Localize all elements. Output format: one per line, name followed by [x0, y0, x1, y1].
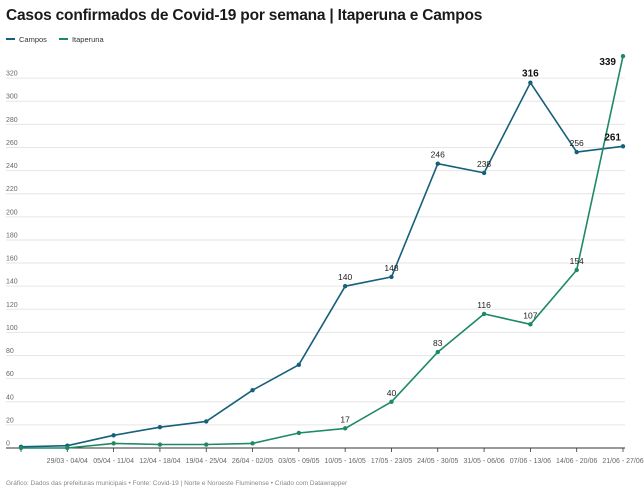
- data-label-itaperuna: 154: [570, 256, 584, 266]
- x-tick-label: 12/04 - 18/04: [139, 458, 180, 465]
- x-tick-label: 19/04 - 25/04: [186, 458, 227, 465]
- data-point-campos: [157, 424, 163, 430]
- data-label-campos: 238: [477, 159, 491, 169]
- series-points: [18, 53, 626, 451]
- y-tick-label: 200: [6, 209, 18, 216]
- y-tick-label: 80: [6, 348, 14, 355]
- x-tick-label: 14/06 - 20/06: [556, 458, 597, 465]
- data-label-itaperuna: 17: [340, 414, 350, 424]
- data-label-campos: 246: [431, 150, 445, 160]
- data-label-itaperuna: 83: [433, 338, 443, 348]
- y-tick-label: 160: [6, 256, 18, 263]
- x-tick-label: 29/03 - 04/04: [47, 458, 88, 465]
- chart-footer: Gráfico: Dados das prefeituras municipai…: [6, 480, 348, 487]
- gridlines: [6, 77, 625, 449]
- x-tick-label: 17/05 - 23/05: [371, 458, 412, 465]
- data-point-campos: [481, 170, 487, 176]
- y-tick-label: 280: [6, 117, 18, 124]
- x-tick-label: 31/05 - 06/06: [463, 458, 504, 465]
- x-tick-label: 05/04 - 11/04: [93, 458, 134, 465]
- data-point-itaperuna: [18, 445, 24, 451]
- data-point-itaperuna: [250, 441, 255, 446]
- legend-label-itaperuna: Itaperuna: [71, 34, 104, 44]
- data-label-itaperuna: 40: [387, 388, 397, 398]
- chart-title: Casos confirmados de Covid-19 por semana…: [6, 7, 483, 24]
- legend-item-itaperuna: Itaperuna: [58, 34, 104, 44]
- data-point-campos: [296, 362, 302, 367]
- data-point-campos: [574, 149, 579, 155]
- data-point-campos: [389, 274, 394, 280]
- data-point-itaperuna: [157, 442, 163, 447]
- data-point-itaperuna: [574, 267, 579, 273]
- legend-item-campos: Campos: [6, 35, 47, 44]
- legend-swatch-itaperuna: [58, 38, 68, 40]
- data-label-campos: 148: [384, 263, 398, 273]
- series-line-itaperuna: [21, 56, 624, 449]
- y-tick-label: 20: [6, 417, 14, 424]
- data-point-itaperuna: [204, 442, 209, 447]
- series-line-campos: [20, 81, 624, 448]
- data-point-itaperuna: [620, 53, 626, 59]
- data-label-itaperuna: 339: [599, 57, 616, 68]
- data-label-campos: 140: [338, 272, 352, 282]
- data-labels: 140 148 246 238 316 256 261 17 40 83 116 107 154 339: [338, 57, 621, 424]
- y-tick-label: 240: [6, 163, 18, 170]
- data-point-itaperuna: [65, 445, 70, 451]
- y-tick-label: 100: [6, 325, 18, 332]
- y-tick-label: 40: [6, 394, 14, 401]
- y-tick-label: 300: [6, 94, 18, 101]
- x-tick-label: 10/05 - 16/05: [325, 458, 366, 465]
- y-tick-label: 120: [6, 302, 18, 309]
- data-point-itaperuna: [435, 349, 440, 355]
- x-axis: 29/03 - 04/04 05/04 - 11/04 12/04 - 18/04 1…: [20, 448, 644, 465]
- data-label-campos: 261: [604, 132, 621, 143]
- data-point-campos: [342, 283, 348, 289]
- data-point-itaperuna: [111, 441, 116, 446]
- data-point-itaperuna: [389, 399, 394, 404]
- x-tick-label: 26/04 - 02/05: [232, 458, 273, 465]
- chart-legend: Campos Itaperuna: [6, 33, 116, 45]
- y-tick-label: 260: [6, 140, 18, 147]
- data-point-campos: [528, 80, 533, 85]
- data-label-campos: 316: [522, 69, 539, 80]
- x-tick-label: 07/06 - 13/06: [510, 458, 551, 465]
- data-label-itaperuna: 116: [477, 300, 491, 310]
- y-tick-label: 180: [6, 232, 18, 239]
- data-point-itaperuna: [296, 430, 302, 436]
- y-tick-label: 60: [6, 371, 14, 378]
- data-point-itaperuna: [342, 426, 348, 431]
- legend-label-campos: Campos: [19, 34, 47, 44]
- x-tick-label: 24/05 - 30/05: [417, 458, 458, 465]
- y-tick-label: 140: [6, 279, 18, 286]
- data-point-campos: [620, 144, 626, 149]
- x-tick-label: 03/05 - 09/05: [278, 458, 319, 465]
- data-point-campos: [250, 388, 255, 393]
- y-tick-label: 320: [6, 71, 18, 78]
- legend-swatch-campos: [6, 38, 15, 40]
- data-point-itaperuna: [528, 322, 533, 327]
- data-point-campos: [435, 161, 440, 166]
- data-point-campos: [204, 419, 209, 424]
- x-tick-label: 21/06 - 27/06: [602, 458, 643, 465]
- data-label-campos: 256: [570, 138, 584, 148]
- data-label-itaperuna: 107: [523, 310, 537, 320]
- data-point-itaperuna: [481, 311, 487, 317]
- y-tick-label: 0: [6, 441, 10, 448]
- data-point-campos: [111, 433, 116, 438]
- y-tick-label: 220: [6, 186, 18, 193]
- series-lines: [20, 56, 624, 449]
- y-axis: 0 20 40 60 80 100 120 140 160 180 200 220 240 260 280 3…: [6, 71, 18, 448]
